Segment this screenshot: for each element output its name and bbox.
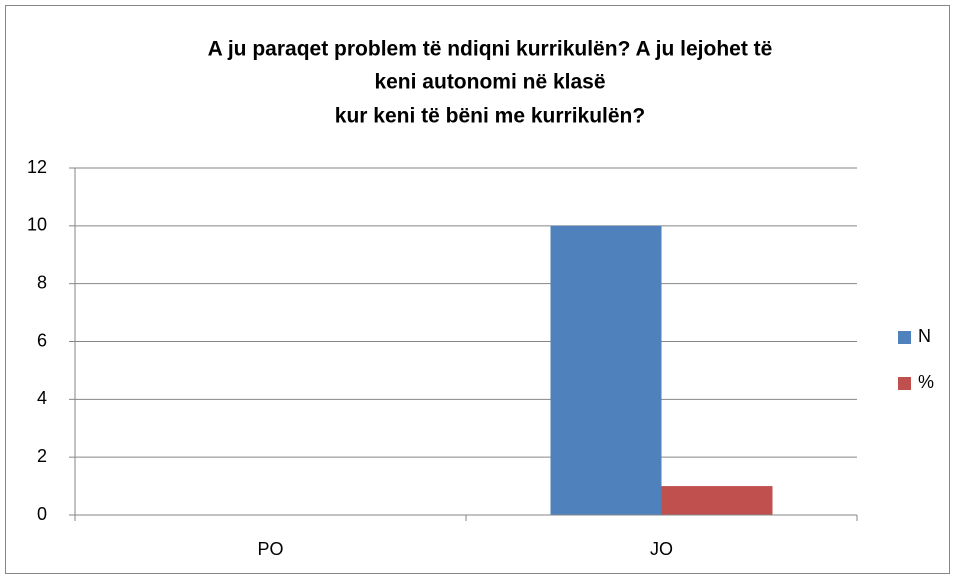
chart-title: keni autonomi në klasë — [374, 71, 605, 94]
y-tick-label: 0 — [37, 504, 47, 524]
y-tick-label: 8 — [37, 272, 47, 292]
x-tick-label: PO — [257, 539, 283, 559]
chart-frame — [5, 5, 950, 574]
chart-title: kur keni të bëni me kurrikulën? — [335, 105, 645, 128]
bar — [661, 486, 773, 515]
legend-swatch — [898, 377, 911, 390]
legend-label: % — [918, 372, 934, 392]
bar — [550, 225, 662, 516]
legend-swatch — [898, 331, 911, 344]
chart-title: A ju paraqet problem të ndiqni kurrikulë… — [208, 38, 773, 61]
y-tick-label: 12 — [27, 157, 47, 177]
y-tick-label: 10 — [27, 215, 47, 235]
y-tick-label: 2 — [37, 446, 47, 466]
y-tick-label: 4 — [37, 388, 47, 408]
x-tick-label: JO — [650, 539, 673, 559]
legend-label: N — [918, 326, 931, 346]
y-tick-label: 6 — [37, 330, 47, 350]
